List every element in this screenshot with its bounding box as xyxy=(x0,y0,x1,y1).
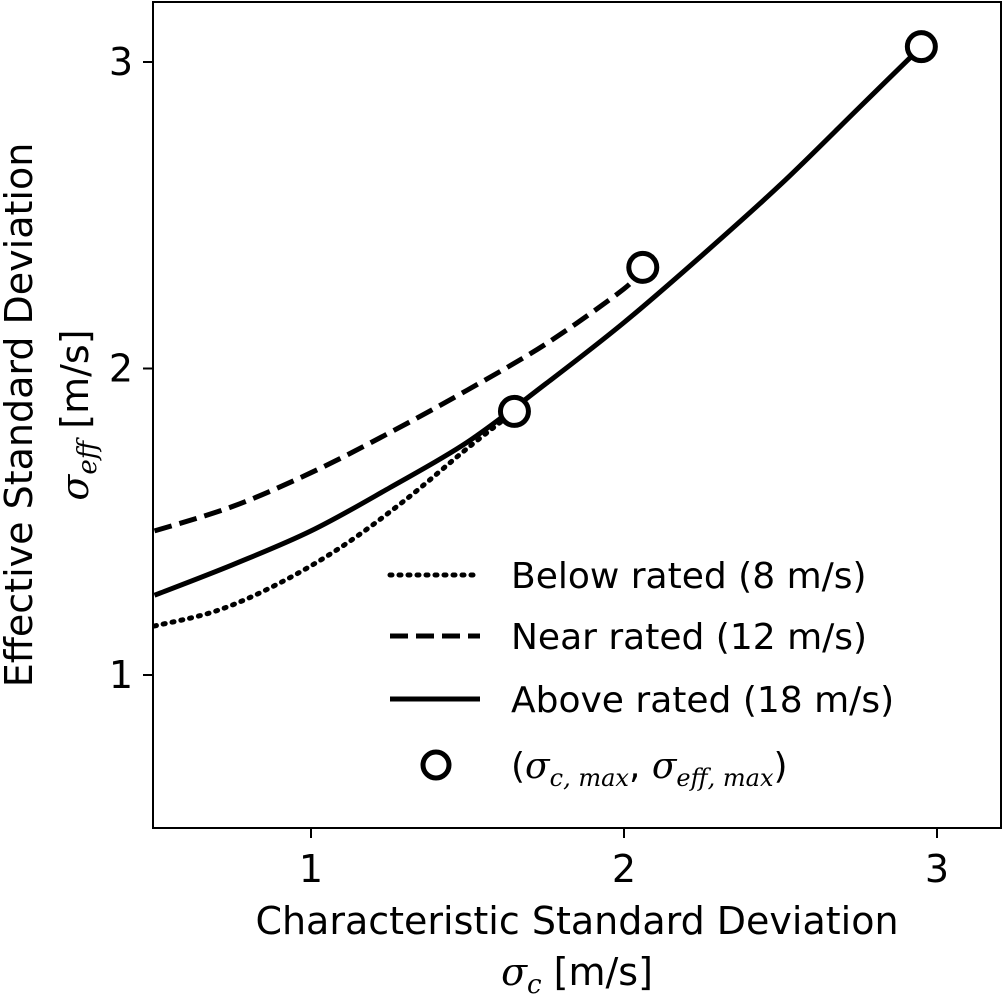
x-axis-unit: [m/s] xyxy=(542,950,653,994)
y-axis-unit: [m/s] xyxy=(53,329,97,440)
legend: Below rated (8 m/s) Near rated (12 m/s) … xyxy=(387,556,894,792)
legend-marker xyxy=(420,749,452,781)
y-tick-label-2: 2 xyxy=(109,347,133,391)
legend-label-above: Above rated (18 m/s) xyxy=(511,680,894,721)
legend-label-markers: (σc, max, σeff, max) xyxy=(511,746,788,792)
ticks-group: 1 2 3 1 2 3 xyxy=(109,40,949,891)
y-axis-title-symbol-line: σeff [m/s] xyxy=(53,329,103,500)
x-tick-label-1: 1 xyxy=(299,847,323,891)
x-tick-label-2: 2 xyxy=(612,847,636,891)
x-axis-symbol: σ xyxy=(501,950,528,994)
x-axis-title: Characteristic Standard Deviation xyxy=(255,899,898,943)
curves-group xyxy=(153,44,924,629)
markers-group xyxy=(497,30,938,428)
legend-label-near: Near rated (12 m/s) xyxy=(511,617,867,658)
max-point-marker-2 xyxy=(626,250,660,284)
x-axis-title-symbol-line: σc [m/s] xyxy=(501,950,653,994)
y-axis-symbol: σ xyxy=(53,474,97,501)
y-axis-title: Effective Standard Deviation xyxy=(0,143,41,688)
x-tick-label-3: 3 xyxy=(925,847,949,891)
series-line-solid xyxy=(153,44,924,598)
series-line-dashed xyxy=(153,265,645,534)
x-axis-subscript: c xyxy=(527,970,542,994)
max-point-marker-1 xyxy=(497,394,531,428)
legend-label-below: Below rated (8 m/s) xyxy=(511,556,867,597)
plot-frame xyxy=(152,1,1002,829)
y-tick-label-3: 3 xyxy=(109,40,133,84)
max-point-marker-3 xyxy=(904,30,938,64)
y-tick-label-1: 1 xyxy=(109,653,133,697)
y-axis-subscript: eff xyxy=(73,436,103,474)
series-line-dotted xyxy=(153,408,517,629)
